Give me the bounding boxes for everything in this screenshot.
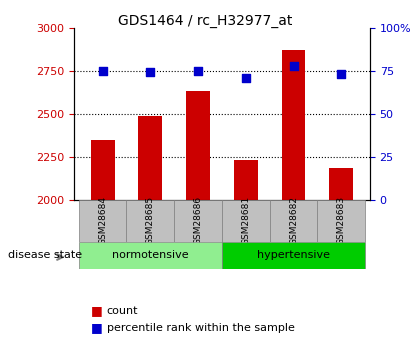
- Bar: [139, 116, 162, 200]
- FancyBboxPatch shape: [79, 241, 222, 269]
- Text: GSM28686: GSM28686: [194, 196, 203, 245]
- Text: GSM28681: GSM28681: [241, 196, 250, 245]
- Point: [242, 75, 249, 80]
- Text: normotensive: normotensive: [112, 250, 189, 260]
- FancyBboxPatch shape: [270, 200, 317, 242]
- FancyBboxPatch shape: [222, 200, 270, 242]
- Text: GSM28683: GSM28683: [337, 196, 346, 245]
- Bar: [186, 91, 210, 200]
- FancyBboxPatch shape: [317, 200, 365, 242]
- Point: [147, 70, 154, 75]
- Text: ■: ■: [90, 321, 102, 334]
- FancyBboxPatch shape: [127, 200, 174, 242]
- Text: disease state: disease state: [8, 250, 82, 260]
- Point: [195, 68, 201, 73]
- Text: GSM28684: GSM28684: [98, 196, 107, 245]
- Text: percentile rank within the sample: percentile rank within the sample: [107, 323, 295, 333]
- Bar: [329, 168, 353, 200]
- FancyBboxPatch shape: [222, 241, 365, 269]
- Point: [338, 71, 344, 77]
- FancyBboxPatch shape: [174, 200, 222, 242]
- FancyBboxPatch shape: [79, 200, 127, 242]
- Bar: [282, 50, 305, 200]
- Text: GSM28682: GSM28682: [289, 196, 298, 245]
- Text: hypertensive: hypertensive: [257, 250, 330, 260]
- Point: [99, 68, 106, 73]
- Text: ■: ■: [90, 304, 102, 317]
- Bar: [234, 160, 258, 200]
- Bar: [91, 140, 115, 200]
- Point: [290, 63, 297, 68]
- Text: count: count: [107, 306, 139, 315]
- Text: GSM28685: GSM28685: [146, 196, 155, 245]
- Text: GDS1464 / rc_H32977_at: GDS1464 / rc_H32977_at: [118, 14, 293, 28]
